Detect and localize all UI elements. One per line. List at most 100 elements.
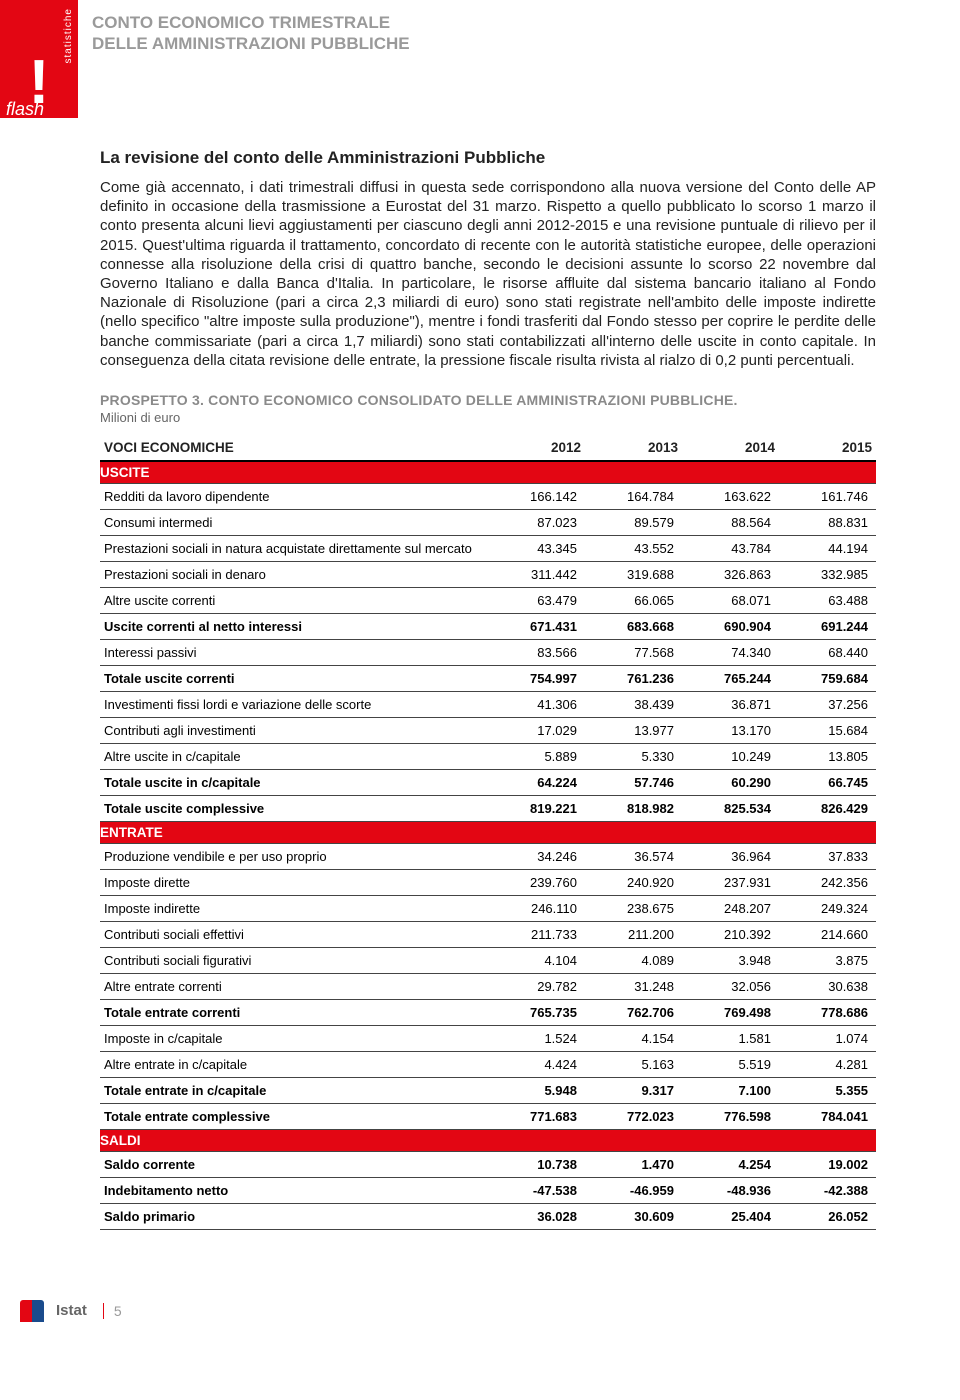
row-label: Totale uscite complessive <box>100 795 488 821</box>
row-value: 690.904 <box>682 613 779 639</box>
istat-logo-icon <box>20 1300 44 1322</box>
section-row: USCITE <box>100 461 876 484</box>
row-value: 4.154 <box>585 1025 682 1051</box>
row-value: 248.207 <box>682 895 779 921</box>
row-value: 43.552 <box>585 535 682 561</box>
table-row: Altre entrate in c/capitale4.4245.1635.5… <box>100 1051 876 1077</box>
page-number: 5 <box>103 1303 122 1319</box>
row-label: Totale entrate complessive <box>100 1103 488 1129</box>
row-value: 166.142 <box>488 483 585 509</box>
row-value: 239.760 <box>488 869 585 895</box>
table-row: Interessi passivi83.56677.56874.34068.44… <box>100 639 876 665</box>
row-value: 311.442 <box>488 561 585 587</box>
row-value: 32.056 <box>682 973 779 999</box>
table-header-row: VOCI ECONOMICHE 2012 2013 2014 2015 <box>100 435 876 461</box>
row-value: 211.733 <box>488 921 585 947</box>
row-value: 5.355 <box>779 1077 876 1103</box>
row-value: 332.985 <box>779 561 876 587</box>
row-value: 4.281 <box>779 1051 876 1077</box>
row-value: 163.622 <box>682 483 779 509</box>
row-value: 66.745 <box>779 769 876 795</box>
row-value: 4.424 <box>488 1051 585 1077</box>
row-value: 30.638 <box>779 973 876 999</box>
col-header-label: VOCI ECONOMICHE <box>100 435 488 461</box>
table-row: Produzione vendibile e per uso proprio34… <box>100 843 876 869</box>
row-value: 772.023 <box>585 1103 682 1129</box>
table-row: Altre entrate correnti29.78231.24832.056… <box>100 973 876 999</box>
row-value: 769.498 <box>682 999 779 1025</box>
table-row: Altre uscite in c/capitale5.8895.33010.2… <box>100 743 876 769</box>
row-value: 5.948 <box>488 1077 585 1103</box>
row-value: 1.581 <box>682 1025 779 1051</box>
row-value: 36.871 <box>682 691 779 717</box>
row-label: Imposte dirette <box>100 869 488 895</box>
table-row: Contributi agli investimenti17.02913.977… <box>100 717 876 743</box>
row-value: 776.598 <box>682 1103 779 1129</box>
row-label: Redditi da lavoro dipendente <box>100 483 488 509</box>
table-row: Imposte indirette246.110238.675248.20724… <box>100 895 876 921</box>
row-value: 765.244 <box>682 665 779 691</box>
row-value: 1.074 <box>779 1025 876 1051</box>
table-row: Investimenti fissi lordi e variazione de… <box>100 691 876 717</box>
col-year-1: 2013 <box>585 435 682 461</box>
row-value: 68.071 <box>682 587 779 613</box>
row-value: 4.089 <box>585 947 682 973</box>
row-value: 5.889 <box>488 743 585 769</box>
row-label: Contributi sociali figurativi <box>100 947 488 973</box>
page-footer: Istat 5 <box>0 1300 960 1336</box>
row-value: -47.538 <box>488 1177 585 1203</box>
row-value: 9.317 <box>585 1077 682 1103</box>
table-row: Altre uscite correnti63.47966.06568.0716… <box>100 587 876 613</box>
table-row: Totale uscite in c/capitale64.22457.7466… <box>100 769 876 795</box>
table-row: Imposte dirette239.760240.920237.931242.… <box>100 869 876 895</box>
row-label: Prestazioni sociali in denaro <box>100 561 488 587</box>
row-value: 29.782 <box>488 973 585 999</box>
table-row: Contributi sociali effettivi211.733211.2… <box>100 921 876 947</box>
row-value: 25.404 <box>682 1203 779 1229</box>
table-row: Totale uscite complessive819.221818.9828… <box>100 795 876 821</box>
table-row: Contributi sociali figurativi4.1044.089 3… <box>100 947 876 973</box>
table-title: PROSPETTO 3. CONTO ECONOMICO CONSOLIDATO… <box>100 392 876 408</box>
table-row: Prestazioni sociali in natura acquistate… <box>100 535 876 561</box>
row-value: 68.440 <box>779 639 876 665</box>
row-label: Consumi intermedi <box>100 509 488 535</box>
row-value: 691.244 <box>779 613 876 639</box>
page-header: statistiche ! flash CONTO ECONOMICO TRIM… <box>0 0 960 118</box>
row-value: 64.224 <box>488 769 585 795</box>
col-year-2: 2014 <box>682 435 779 461</box>
row-value: 1.524 <box>488 1025 585 1051</box>
row-label: Contributi agli investimenti <box>100 717 488 743</box>
table-subtitle: Milioni di euro <box>100 410 876 425</box>
row-value: -48.936 <box>682 1177 779 1203</box>
row-value: 761.236 <box>585 665 682 691</box>
table-row: Imposte in c/capitale1.5244.1541.5811.07… <box>100 1025 876 1051</box>
row-value: 249.324 <box>779 895 876 921</box>
table-row: Redditi da lavoro dipendente166.142164.7… <box>100 483 876 509</box>
exclamation-icon: ! <box>29 61 50 104</box>
row-value: 214.660 <box>779 921 876 947</box>
row-value: 4.104 <box>488 947 585 973</box>
row-value: 7.100 <box>682 1077 779 1103</box>
section-title: La revisione del conto delle Amministraz… <box>100 148 876 168</box>
row-value: 88.564 <box>682 509 779 535</box>
table-row: Saldo corrente10.7381.4704.25419.002 <box>100 1151 876 1177</box>
row-value: 819.221 <box>488 795 585 821</box>
table-row: Totale entrate in c/capitale5.9489.3177.… <box>100 1077 876 1103</box>
row-label: Altre entrate correnti <box>100 973 488 999</box>
row-label: Contributi sociali effettivi <box>100 921 488 947</box>
row-label: Altre uscite in c/capitale <box>100 743 488 769</box>
row-value: 77.568 <box>585 639 682 665</box>
row-value: 63.479 <box>488 587 585 613</box>
table-row: Totale entrate complessive771.683772.023… <box>100 1103 876 1129</box>
row-value: 238.675 <box>585 895 682 921</box>
row-label: Indebitamento netto <box>100 1177 488 1203</box>
row-value: 3.875 <box>779 947 876 973</box>
row-label: Prestazioni sociali in natura acquistate… <box>100 535 488 561</box>
section-label: ENTRATE <box>100 821 876 843</box>
col-year-0: 2012 <box>488 435 585 461</box>
row-value: 34.246 <box>488 843 585 869</box>
row-value: 10.738 <box>488 1151 585 1177</box>
row-value: 210.392 <box>682 921 779 947</box>
section-body: Come già accennato, i dati trimestrali d… <box>100 178 876 370</box>
row-value: 10.249 <box>682 743 779 769</box>
